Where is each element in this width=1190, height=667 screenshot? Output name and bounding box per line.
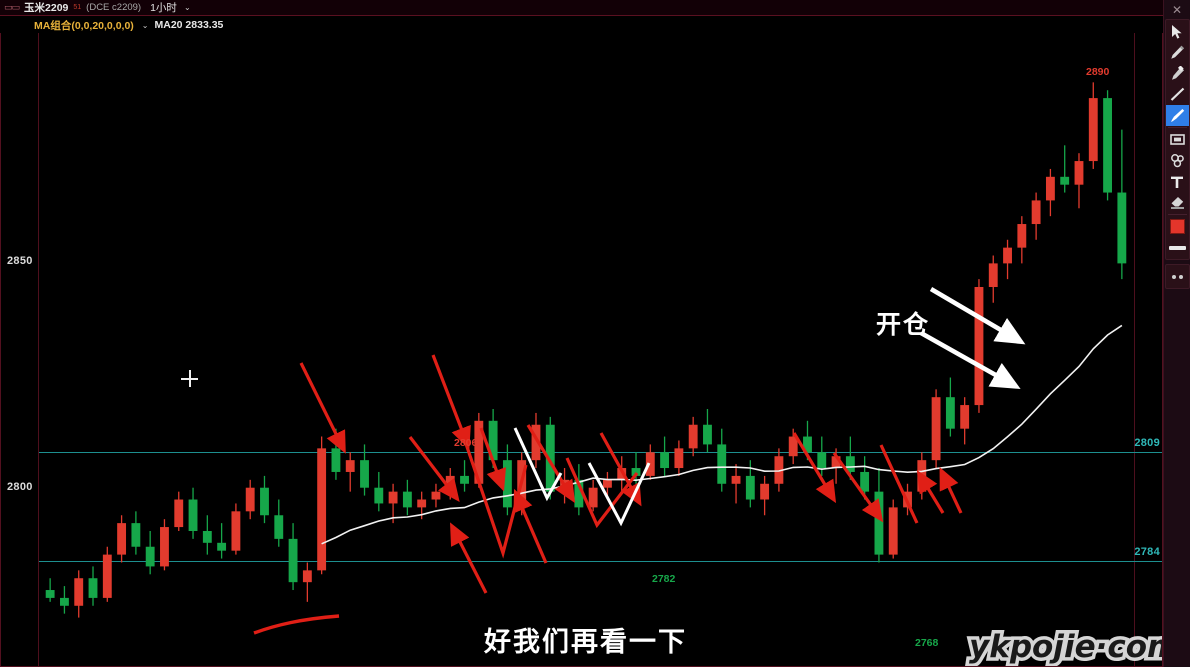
stroke-width-icon[interactable]: [1166, 237, 1189, 258]
indicator-chevron-down-icon[interactable]: ⌄: [141, 20, 149, 30]
indicator-name[interactable]: MA组合(0,0,20,0,0,0): [34, 19, 134, 32]
ma20-value: MA20 2833.35: [154, 19, 224, 31]
toolbar-divider: [1167, 127, 1187, 128]
left-axis-line: [38, 33, 39, 666]
open-position-label: 开仓: [876, 310, 931, 339]
red-arrow-up[interactable]: [450, 467, 963, 594]
left-price-label: 2800: [7, 481, 33, 493]
more-options-icon[interactable]: [1166, 266, 1189, 287]
watermark-text: ykpojie·com: [965, 626, 1163, 667]
chart-header: ▭▭ 玉米2209 51 (DCE c2209) 1小时 ⌄: [0, 0, 1163, 16]
left-price-label: 2850: [7, 255, 33, 267]
red-freehand-stroke[interactable]: [253, 614, 340, 635]
indicator-bar: MA组合(0,0,20,0,0,0) ⌄ MA20 2833.35: [0, 17, 1163, 33]
tool-group: [1164, 19, 1190, 260]
red-arrow[interactable]: [299, 354, 884, 523]
drawing-annotations[interactable]: [1, 33, 1163, 667]
chart-plot-area[interactable]: 2850 2800 2809 2784: [0, 33, 1163, 667]
chart-logo-icon: ▭▭: [4, 2, 20, 12]
chevron-down-icon[interactable]: ⌄: [183, 3, 191, 12]
close-icon[interactable]: ✕: [1171, 2, 1183, 17]
line-tool-icon[interactable]: [1166, 84, 1189, 105]
shapes-icon[interactable]: [1166, 150, 1189, 171]
rectangle-icon[interactable]: [1166, 129, 1189, 150]
period-selector[interactable]: 1小时: [150, 2, 177, 14]
price-tag: 2806: [454, 437, 478, 449]
color-swatch-icon[interactable]: [1166, 216, 1189, 237]
price-tag: 2768: [915, 637, 939, 649]
resistance-line[interactable]: [39, 452, 1162, 453]
right-price-label: 2784: [1134, 546, 1160, 558]
right-price-label: 2809: [1134, 437, 1160, 449]
exchange-code: (DCE c2209): [86, 2, 142, 13]
pencil-icon[interactable]: [1166, 42, 1189, 63]
white-zigzag[interactable]: [513, 427, 651, 527]
symbol-name[interactable]: 玉米2209: [24, 2, 69, 14]
white-arrow[interactable]: [919, 287, 1026, 390]
support-line[interactable]: [39, 561, 1162, 562]
text-tool-icon[interactable]: [1166, 171, 1189, 192]
eraser-icon[interactable]: [1166, 192, 1189, 213]
marker-pen-icon[interactable]: [1166, 63, 1189, 84]
drawing-toolbar[interactable]: ✕: [1163, 0, 1190, 667]
more-group: [1164, 264, 1190, 289]
candlestick-series: [45, 82, 1127, 618]
right-axis-line: [1134, 33, 1135, 666]
review-label: 好我们再看一下: [484, 627, 687, 658]
site-watermark: ykpojie·com: [965, 626, 1163, 667]
symbol-superscript: 51: [73, 4, 82, 11]
red-zigzag[interactable]: [462, 437, 919, 559]
price-tag-high: 2890: [1086, 66, 1110, 78]
price-tag: 2782: [652, 573, 676, 585]
toolbar-divider: [1167, 214, 1187, 215]
cursor-arrow-icon[interactable]: [1166, 21, 1189, 42]
crosshair-cursor: [181, 370, 198, 387]
brush-icon[interactable]: [1165, 105, 1189, 126]
